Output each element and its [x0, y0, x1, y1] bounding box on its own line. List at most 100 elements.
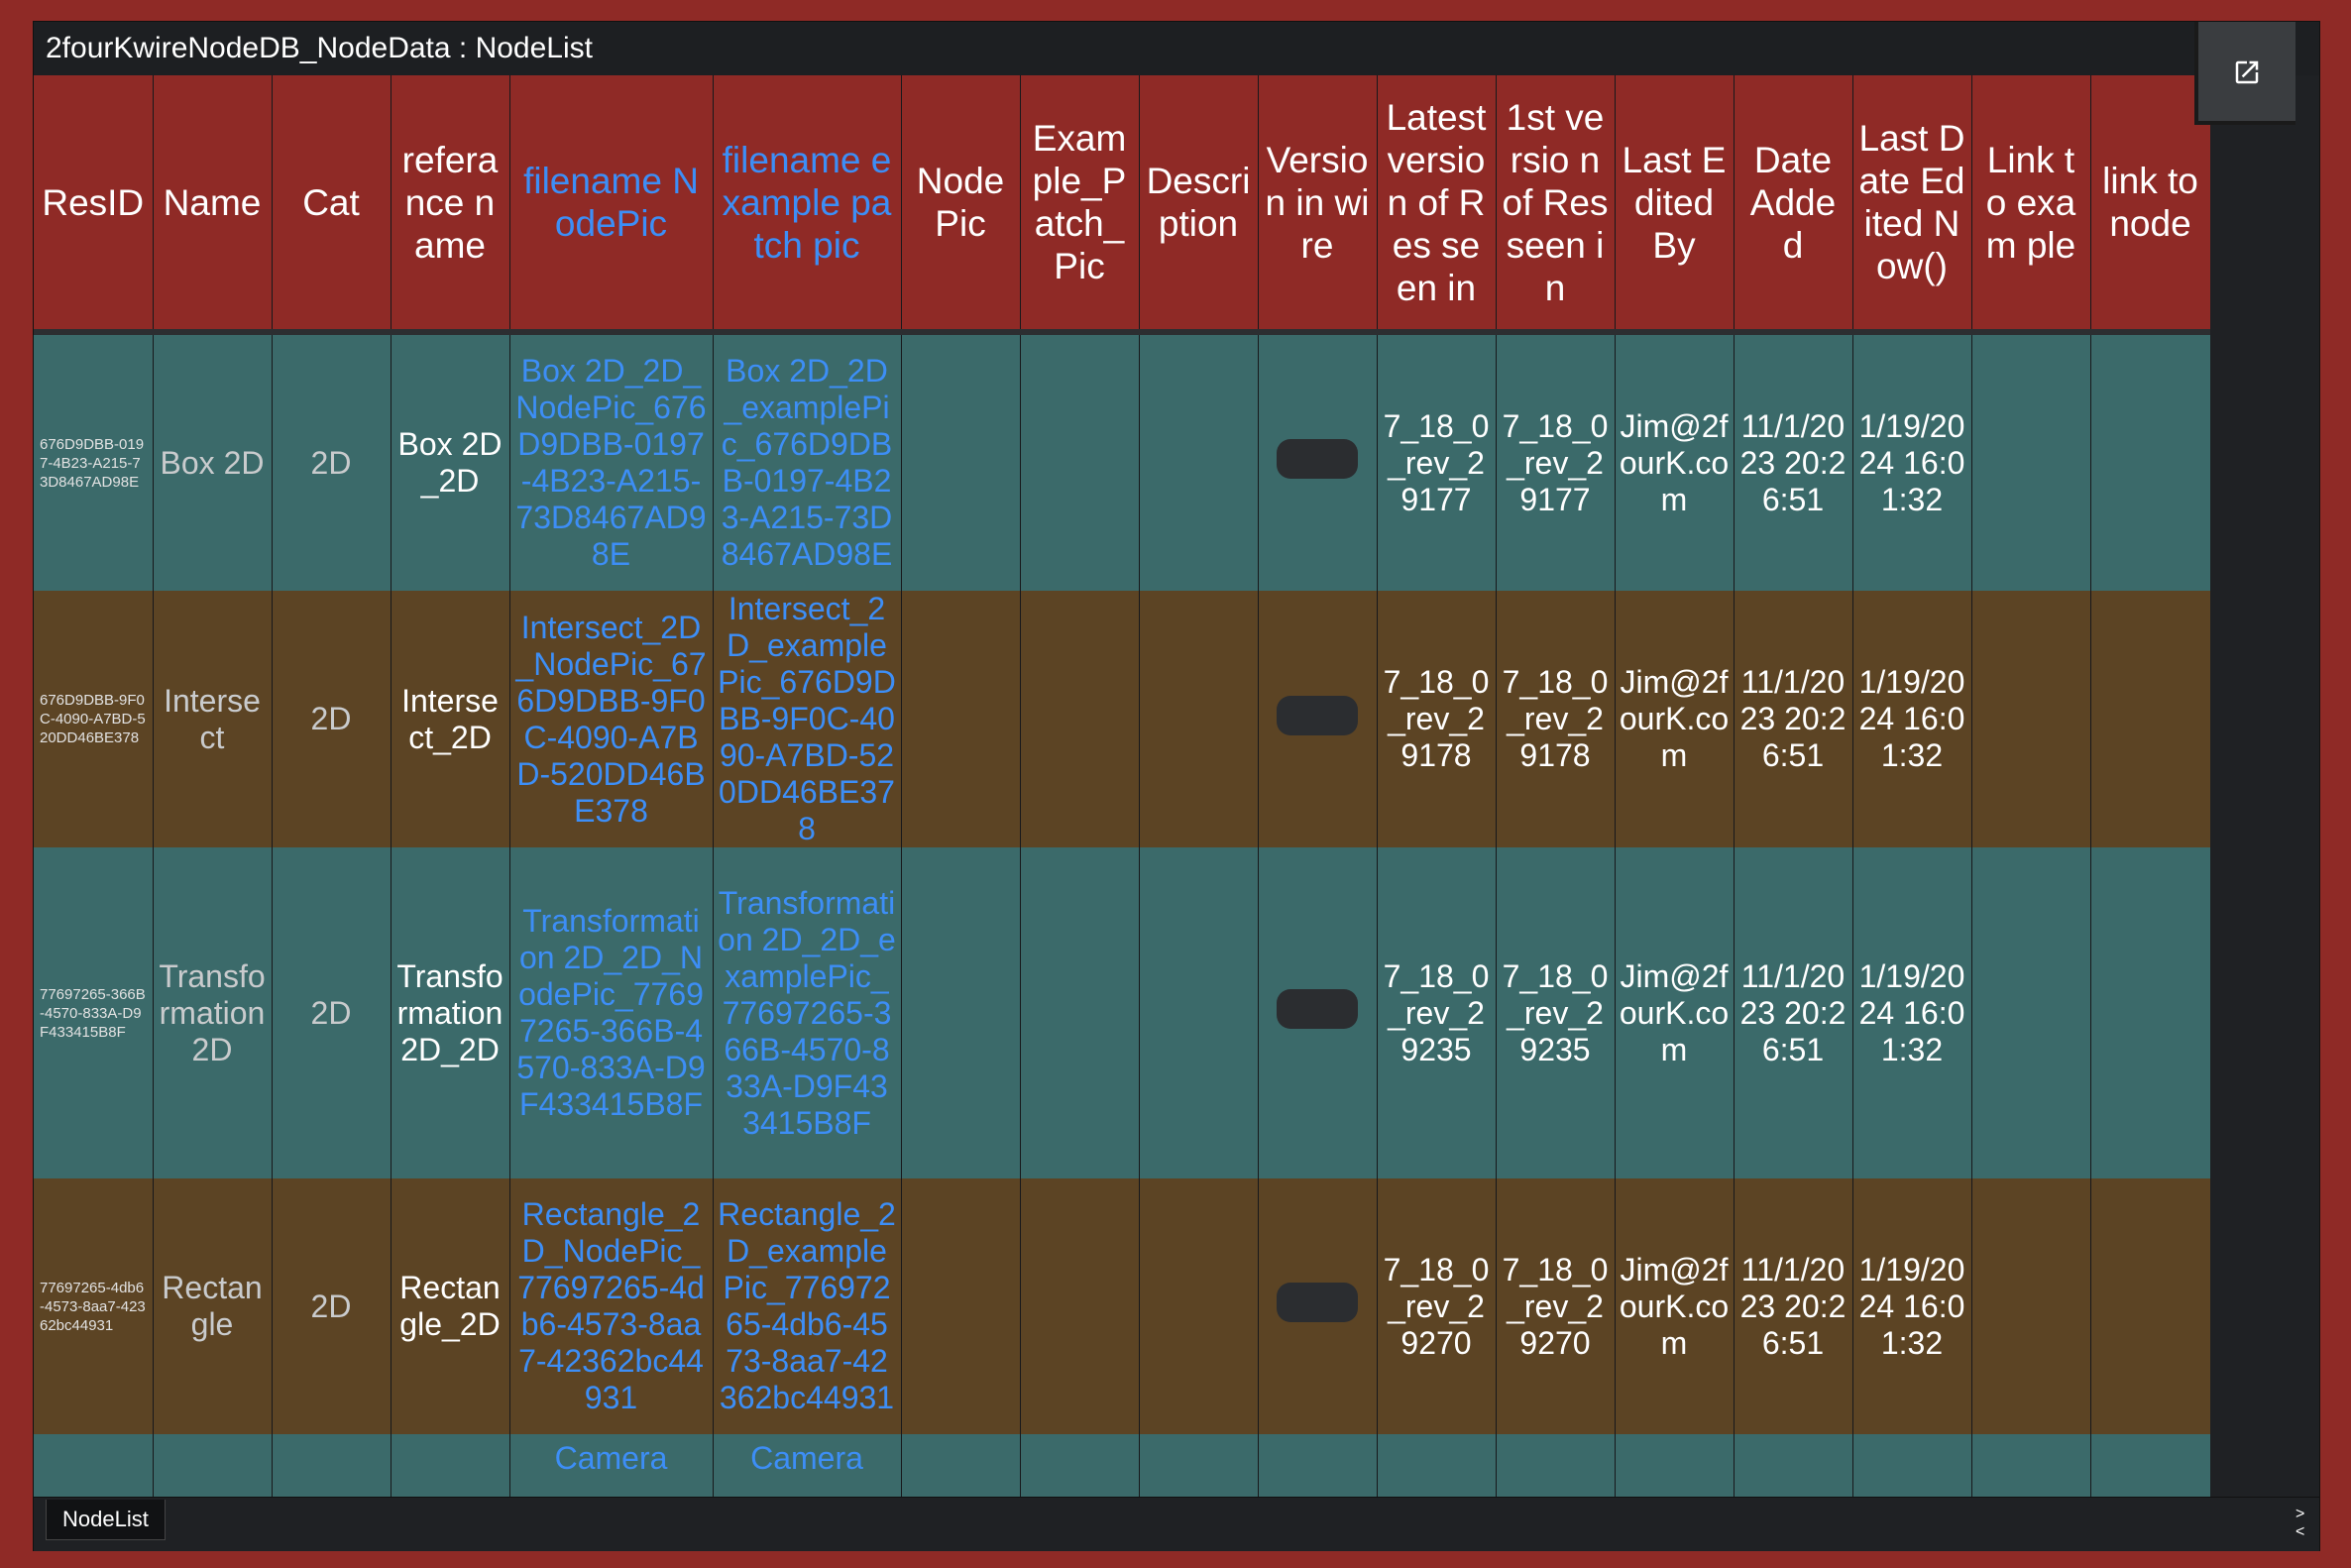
version-in-wire-cell[interactable]	[1258, 591, 1378, 847]
date-added-cell[interactable]: 11/1/2023 20:26:51	[1734, 1178, 1853, 1434]
col-date-added[interactable]: Date Adde d	[1734, 75, 1853, 329]
latest-version-cell[interactable]: 7_18_0_rev_29178	[1377, 591, 1497, 847]
filename-example-link[interactable]: Rectangle_2D_examplePic_77697265-4db6-45…	[713, 1178, 902, 1434]
reference-name-cell[interactable]: Transformation 2D_2D	[391, 847, 510, 1178]
link-to-example-cell[interactable]	[1971, 847, 2091, 1178]
reference-name-cell[interactable]: Rectangle_2D	[391, 1178, 510, 1434]
cat-cell[interactable]: 2D	[272, 1178, 392, 1434]
example-patch-pic-cell[interactable]	[1020, 1178, 1140, 1434]
col-last-date-edited[interactable]: Last Date Edited Now()	[1852, 75, 1972, 329]
last-edited-by-cell[interactable]: Jim@2fourK.com	[1615, 591, 1735, 847]
link-to-node-cell[interactable]	[2090, 591, 2210, 847]
col-filename-nodepic[interactable]: filename NodePic	[509, 75, 714, 329]
date-added-cell[interactable]: 11/1/2023 20:26:51	[1734, 591, 1853, 847]
link-to-node-cell[interactable]	[2090, 847, 2210, 1178]
name-cell[interactable]: Box 2D	[153, 335, 273, 591]
table-row[interactable]: 77697265-4db6-4573-8aa7-42362bc44931 Rec…	[34, 1178, 2210, 1434]
link-to-node-cell[interactable]	[2090, 335, 2210, 591]
latest-version-cell[interactable]: 7_18_0_rev_29177	[1377, 335, 1497, 591]
last-edited-by-cell[interactable]: Jim@2fourK.com	[1615, 1178, 1735, 1434]
version-pill[interactable]	[1277, 989, 1358, 1029]
version-pill[interactable]	[1277, 1283, 1358, 1322]
col-latest-version[interactable]: Latest versio n of Res seen in	[1377, 75, 1497, 329]
col-first-version[interactable]: 1st versio n of Res seen in	[1496, 75, 1616, 329]
description-cell[interactable]	[1139, 591, 1259, 847]
version-in-wire-cell[interactable]	[1258, 1178, 1378, 1434]
col-node-pic[interactable]: Node Pic	[901, 75, 1021, 329]
node-pic-cell[interactable]	[901, 335, 1021, 591]
node-pic-cell[interactable]	[901, 847, 1021, 1178]
col-resid[interactable]: ResID	[34, 75, 154, 329]
cat-cell[interactable]: 2D	[272, 847, 392, 1178]
resid-cell[interactable]: 676D9DBB-9F0C-4090-A7BD-520DD46BE378	[34, 591, 154, 847]
reference-name-cell[interactable]: Box 2D_2D	[391, 335, 510, 591]
name-cell[interactable]: Transformation 2D	[153, 847, 273, 1178]
link-to-node-cell[interactable]	[2090, 1178, 2210, 1434]
link-to-example-cell[interactable]	[1971, 1178, 2091, 1434]
table-viewport[interactable]: ResID Name Cat refera nce name filename …	[34, 75, 2210, 1518]
date-added-cell[interactable]: 11/1/2023 20:26:51	[1734, 335, 1853, 591]
link-to-example-cell[interactable]	[1971, 591, 2091, 847]
latest-version-cell[interactable]: 7_18_0_rev_29235	[1377, 847, 1497, 1178]
scroll-left-icon[interactable]: <	[2295, 1523, 2305, 1540]
name-cell[interactable]: Rectangle	[153, 1178, 273, 1434]
resid-cell[interactable]: 77697265-4db6-4573-8aa7-42362bc44931	[34, 1178, 154, 1434]
table-row[interactable]: 77697265-366B-4570-833A-D9F433415B8F Tra…	[34, 847, 2210, 1178]
layout-tab-nodelist[interactable]: NodeList	[46, 1500, 166, 1540]
col-filename-example[interactable]: filename example patch pic	[713, 75, 902, 329]
col-name[interactable]: Name	[153, 75, 273, 329]
description-cell[interactable]	[1139, 1178, 1259, 1434]
col-description[interactable]: Descri ption	[1139, 75, 1259, 329]
last-edited-cell[interactable]: 1/19/2024 16:01:32	[1852, 1178, 1972, 1434]
date-added-cell[interactable]: 11/1/2023 20:26:51	[1734, 847, 1853, 1178]
last-edited-cell[interactable]: 1/19/2024 16:01:32	[1852, 335, 1972, 591]
col-link-to-example[interactable]: Link to exam ple	[1971, 75, 2091, 329]
last-edited-by-cell[interactable]: Jim@2fourK.com	[1615, 847, 1735, 1178]
version-in-wire-cell[interactable]	[1258, 847, 1378, 1178]
filename-nodepic-link[interactable]: Transformation 2D_2D_NodePic_77697265-36…	[509, 847, 714, 1178]
first-version-cell[interactable]: 7_18_0_rev_29178	[1496, 591, 1616, 847]
description-cell[interactable]	[1139, 335, 1259, 591]
version-in-wire-cell[interactable]	[1258, 335, 1378, 591]
scroll-right-icon[interactable]: >	[2295, 1506, 2305, 1522]
description-cell[interactable]	[1139, 847, 1259, 1178]
last-edited-cell[interactable]: 1/19/2024 16:01:32	[1852, 847, 1972, 1178]
col-reference-name[interactable]: refera nce name	[391, 75, 510, 329]
reference-name-cell[interactable]: Intersect_2D	[391, 591, 510, 847]
first-version-cell[interactable]: 7_18_0_rev_29235	[1496, 847, 1616, 1178]
filename-example-link[interactable]: Intersect_2D_examplePic_676D9DBB-9F0C-40…	[713, 591, 902, 847]
filename-nodepic-link[interactable]: Intersect_2D_NodePic_676D9DBB-9F0C-4090-…	[509, 591, 714, 847]
first-version-cell[interactable]: 7_18_0_rev_29270	[1496, 1178, 1616, 1434]
node-list-table: ResID Name Cat refera nce name filename …	[34, 75, 2210, 1518]
name-cell[interactable]: Intersect	[153, 591, 273, 847]
example-patch-pic-cell[interactable]	[1020, 335, 1140, 591]
table-row[interactable]: 676D9DBB-0197-4B23-A215-73D8467AD98E Box…	[34, 335, 2210, 591]
col-link-to-node[interactable]: link to node	[2090, 75, 2210, 329]
filename-nodepic-link[interactable]: Rectangle_2D_NodePic_77697265-4db6-4573-…	[509, 1178, 714, 1434]
cat-cell[interactable]: 2D	[272, 591, 392, 847]
resid-cell[interactable]: 77697265-366B-4570-833A-D9F433415B8F	[34, 847, 154, 1178]
popout-button[interactable]	[2194, 22, 2295, 125]
example-patch-pic-cell[interactable]	[1020, 847, 1140, 1178]
last-edited-by-cell[interactable]: Jim@2fourK.com	[1615, 335, 1735, 591]
last-edited-cell[interactable]: 1/19/2024 16:01:32	[1852, 591, 1972, 847]
scroll-controls: > <	[2295, 1506, 2304, 1541]
node-pic-cell[interactable]	[901, 591, 1021, 847]
col-example-patch-pic[interactable]: Exam ple_P atch_ Pic	[1020, 75, 1140, 329]
version-pill[interactable]	[1277, 439, 1358, 479]
example-patch-pic-cell[interactable]	[1020, 591, 1140, 847]
col-cat[interactable]: Cat	[272, 75, 392, 329]
filename-example-link[interactable]: Box 2D_2D_examplePic_676D9DBB-0197-4B23-…	[713, 335, 902, 591]
link-to-example-cell[interactable]	[1971, 335, 2091, 591]
table-row[interactable]: 676D9DBB-9F0C-4090-A7BD-520DD46BE378 Int…	[34, 591, 2210, 847]
col-version-in-wire[interactable]: Versio n in wire	[1258, 75, 1378, 329]
cat-cell[interactable]: 2D	[272, 335, 392, 591]
filename-nodepic-link[interactable]: Box 2D_2D_NodePic_676D9DBB-0197-4B23-A21…	[509, 335, 714, 591]
latest-version-cell[interactable]: 7_18_0_rev_29270	[1377, 1178, 1497, 1434]
col-last-edited-by[interactable]: Last Edited By	[1615, 75, 1735, 329]
first-version-cell[interactable]: 7_18_0_rev_29177	[1496, 335, 1616, 591]
filename-example-link[interactable]: Transformation 2D_2D_examplePic_77697265…	[713, 847, 902, 1178]
resid-cell[interactable]: 676D9DBB-0197-4B23-A215-73D8467AD98E	[34, 335, 154, 591]
version-pill[interactable]	[1277, 695, 1358, 735]
node-pic-cell[interactable]	[901, 1178, 1021, 1434]
